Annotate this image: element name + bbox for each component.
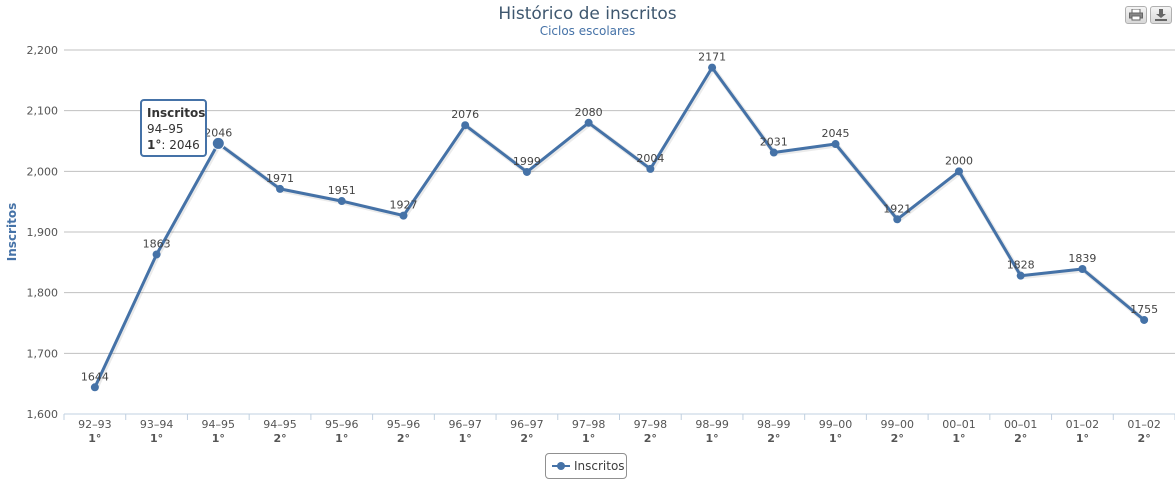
x-tick-sublabel: 1° bbox=[952, 432, 965, 445]
x-tick-label: 93–94 bbox=[140, 418, 174, 431]
x-tick-sublabel: 2° bbox=[397, 432, 410, 445]
x-tick-label: 99–00 bbox=[819, 418, 853, 431]
x-tick-label: 97–98 bbox=[634, 418, 668, 431]
data-label: 2045 bbox=[822, 127, 850, 140]
data-point bbox=[708, 63, 717, 72]
data-label: 1863 bbox=[143, 237, 171, 250]
y-tick-label: 1,900 bbox=[27, 226, 59, 239]
data-point bbox=[211, 136, 225, 150]
data-point bbox=[893, 215, 902, 224]
data-point bbox=[831, 140, 840, 149]
data-point bbox=[152, 250, 161, 259]
data-point bbox=[646, 164, 655, 173]
y-axis-label: Inscritos bbox=[5, 203, 19, 261]
y-tick-label: 1,800 bbox=[27, 287, 59, 300]
data-point bbox=[1140, 315, 1149, 324]
x-tick-label: 00–01 bbox=[1004, 418, 1038, 431]
data-point bbox=[1016, 271, 1025, 280]
x-tick-label: 99–00 bbox=[881, 418, 915, 431]
x-tick-label: 95–96 bbox=[387, 418, 421, 431]
data-label: 2000 bbox=[945, 154, 973, 167]
data-point bbox=[337, 197, 346, 206]
chart-title: Histórico de inscritos bbox=[498, 4, 677, 24]
x-tick-label: 97–98 bbox=[572, 418, 606, 431]
x-tick-sublabel: 1° bbox=[1076, 432, 1089, 445]
data-point bbox=[954, 167, 963, 176]
x-tick-label: 94–95 bbox=[263, 418, 297, 431]
x-tick-sublabel: 2° bbox=[767, 432, 780, 445]
x-tick-sublabel: 2° bbox=[273, 432, 286, 445]
x-tick-sublabel: 2° bbox=[520, 432, 533, 445]
x-tick-label: 96–97 bbox=[510, 418, 544, 431]
x-tick-sublabel: 1° bbox=[829, 432, 842, 445]
x-tick-label: 92–93 bbox=[78, 418, 112, 431]
data-label: 2076 bbox=[451, 108, 479, 121]
data-label: 1828 bbox=[1007, 259, 1035, 272]
data-label: 1839 bbox=[1068, 252, 1096, 265]
x-tick-label: 01–02 bbox=[1066, 418, 1100, 431]
series-line bbox=[93, 66, 1146, 388]
data-point bbox=[461, 121, 470, 130]
x-tick-sublabel: 2° bbox=[644, 432, 657, 445]
data-point bbox=[522, 167, 531, 176]
legend-symbol bbox=[552, 462, 570, 470]
x-tick-label: 94–95 bbox=[202, 418, 236, 431]
legend-label: Inscritos bbox=[574, 459, 625, 473]
data-label: 1971 bbox=[266, 172, 294, 185]
x-tick-sublabel: 1° bbox=[582, 432, 595, 445]
chart-subtitle: Ciclos escolares bbox=[539, 24, 636, 38]
y-tick-label: 1,700 bbox=[27, 347, 59, 360]
x-tick-sublabel: 1° bbox=[459, 432, 472, 445]
data-label: 1927 bbox=[389, 199, 417, 212]
data-label: 2004 bbox=[636, 152, 664, 165]
x-tick-label: 95–96 bbox=[325, 418, 359, 431]
data-label: 1999 bbox=[513, 155, 541, 168]
x-tick-sublabel: 2° bbox=[1138, 432, 1151, 445]
tooltip-series: Inscritos bbox=[147, 106, 206, 120]
x-tick-label: 98–99 bbox=[695, 418, 729, 431]
tooltip: Inscritos 94–95 1°: 2046 bbox=[140, 99, 207, 157]
printer-icon bbox=[1129, 9, 1143, 21]
x-tick-sublabel: 2° bbox=[891, 432, 904, 445]
data-point bbox=[90, 383, 99, 392]
x-tick-label: 98–99 bbox=[757, 418, 791, 431]
x-tick-sublabel: 1° bbox=[706, 432, 719, 445]
data-point bbox=[399, 211, 408, 220]
data-point bbox=[584, 118, 593, 127]
print-button[interactable] bbox=[1125, 6, 1147, 24]
data-label: 2080 bbox=[575, 106, 603, 119]
x-tick-sublabel: 2° bbox=[1014, 432, 1027, 445]
tooltip-category: 94–95 bbox=[147, 122, 184, 136]
data-label: 2171 bbox=[698, 51, 726, 64]
data-label: 1951 bbox=[328, 184, 356, 197]
y-tick-label: 2,100 bbox=[27, 105, 59, 118]
data-label: 1644 bbox=[81, 370, 109, 383]
tooltip-period: 1° bbox=[147, 138, 162, 152]
y-tick-label: 2,200 bbox=[27, 44, 59, 57]
x-tick-sublabel: 1° bbox=[150, 432, 163, 445]
y-tick-label: 2,000 bbox=[27, 165, 59, 178]
data-point bbox=[1078, 265, 1087, 274]
x-tick-label: 00–01 bbox=[942, 418, 976, 431]
data-point bbox=[276, 184, 285, 193]
x-tick-label: 96–97 bbox=[448, 418, 482, 431]
legend-item-inscritos[interactable]: Inscritos bbox=[545, 453, 627, 479]
data-point bbox=[769, 148, 778, 157]
data-label: 1755 bbox=[1130, 303, 1158, 316]
x-tick-label: 01–02 bbox=[1127, 418, 1161, 431]
data-label: 1921 bbox=[883, 202, 911, 215]
x-tick-sublabel: 1° bbox=[335, 432, 348, 445]
data-label: 2031 bbox=[760, 136, 788, 149]
x-tick-sublabel: 1° bbox=[88, 432, 101, 445]
y-tick-label: 1,600 bbox=[27, 408, 59, 421]
x-tick-sublabel: 1° bbox=[212, 432, 225, 445]
series-line-shadow bbox=[93, 64, 1147, 390]
data-label: 2046 bbox=[204, 126, 232, 139]
tooltip-value: : 2046 bbox=[161, 138, 200, 152]
download-icon bbox=[1155, 9, 1167, 21]
download-button[interactable] bbox=[1150, 6, 1172, 24]
